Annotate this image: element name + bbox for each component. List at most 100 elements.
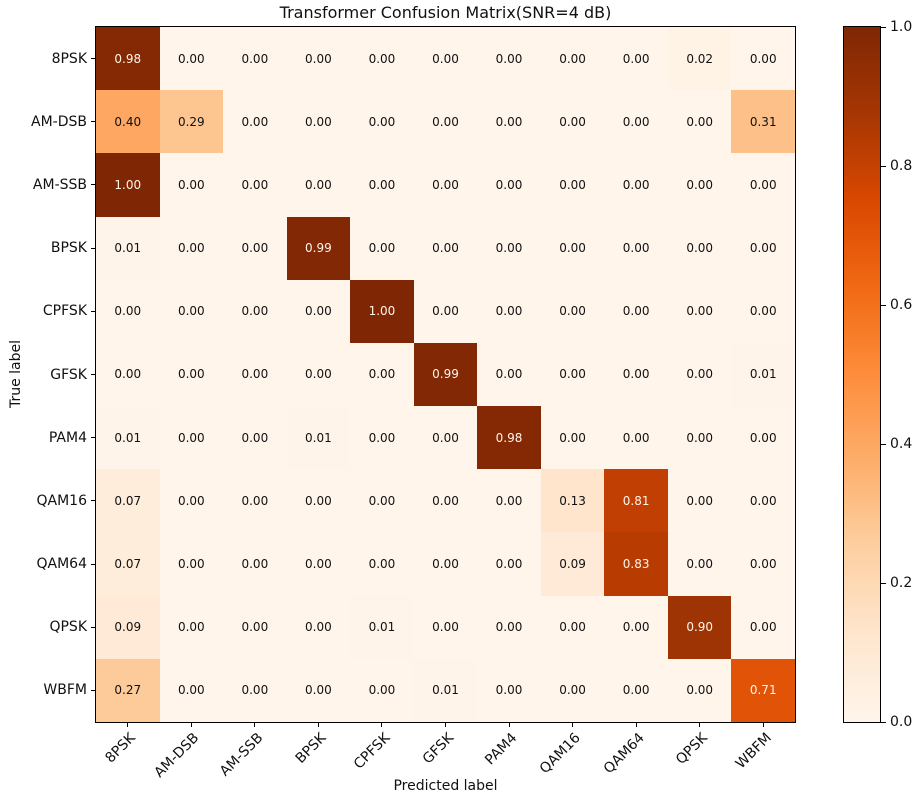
x-tick-mark <box>699 723 701 727</box>
matrix-cell-AM-DSB-AM-DSB: 0.29 <box>159 90 224 154</box>
matrix-cell-BPSK-BPSK: 0.99 <box>286 216 351 280</box>
x-tick-mark <box>317 723 319 727</box>
x-tick-mark <box>127 723 129 727</box>
matrix-cell-8PSK-BPSK: 0.00 <box>286 27 351 91</box>
colorbar <box>843 26 881 723</box>
matrix-cell-PAM4-8PSK: 0.01 <box>96 406 160 470</box>
heatmap-grid: 0.98 0.00 0.00 0.00 0.00 0.00 0.00 0.00 0.00 0.02… <box>95 26 796 723</box>
x-tick-label-text: 8PSK <box>102 730 140 767</box>
colorbar-tick-mark <box>881 443 886 445</box>
matrix-cell-QPSK-PAM4: 0.00 <box>477 595 541 659</box>
colorbar-tick-label-0.4: 0.4 <box>890 436 913 452</box>
matrix-cell-BPSK-AM-SSB: 0.00 <box>223 216 287 280</box>
y-tick-mark <box>91 626 95 628</box>
matrix-cell-AM-DSB-QPSK: 0.00 <box>667 90 732 154</box>
matrix-cell-GFSK-AM-DSB: 0.00 <box>159 342 224 407</box>
matrix-cell-QPSK-QAM64: 0.00 <box>604 595 668 659</box>
matrix-cell-QPSK-QPSK: 0.90 <box>667 595 732 659</box>
x-tick-label-text: QAM64 <box>600 730 648 778</box>
colorbar-tick-label-1.0: 1.0 <box>890 19 913 35</box>
matrix-cell-8PSK-QPSK: 0.02 <box>667 27 732 91</box>
matrix-cell-QPSK-8PSK: 0.09 <box>96 595 160 659</box>
matrix-cell-PAM4-QPSK: 0.00 <box>667 406 732 470</box>
matrix-cell-AM-SSB-WBFM: 0.00 <box>731 153 795 217</box>
matrix-cell-GFSK-BPSK: 0.00 <box>286 342 351 407</box>
matrix-cell-8PSK-CPFSK: 0.00 <box>350 27 414 91</box>
matrix-cell-QAM64-GFSK: 0.00 <box>413 532 478 596</box>
matrix-cell-AM-DSB-AM-SSB: 0.00 <box>223 90 287 154</box>
y-tick-mark <box>91 374 95 375</box>
matrix-cell-QAM16-8PSK: 0.07 <box>96 469 160 533</box>
x-tick-label-text: BPSK <box>292 730 330 767</box>
matrix-cell-QAM64-AM-DSB: 0.00 <box>159 532 224 596</box>
x-tick-label-text: QAM16 <box>536 730 584 778</box>
matrix-cell-CPFSK-AM-DSB: 0.00 <box>159 279 224 343</box>
colorbar-tick-mark <box>881 582 886 584</box>
matrix-cell-GFSK-QAM16: 0.00 <box>540 342 605 407</box>
matrix-cell-WBFM-QAM64: 0.00 <box>604 658 668 722</box>
matrix-cell-CPFSK-QAM64: 0.00 <box>604 279 668 343</box>
matrix-cell-WBFM-PAM4: 0.00 <box>477 658 541 722</box>
matrix-cell-PAM4-QAM64: 0.00 <box>604 406 668 470</box>
x-axis-title: Predicted label <box>393 778 498 794</box>
matrix-cell-GFSK-8PSK: 0.00 <box>96 342 160 407</box>
matrix-cell-AM-DSB-WBFM: 0.31 <box>731 90 795 154</box>
matrix-cell-PAM4-AM-SSB: 0.00 <box>223 406 287 470</box>
x-tick-mark <box>445 723 446 727</box>
matrix-cell-QAM16-BPSK: 0.00 <box>286 469 351 533</box>
matrix-cell-QAM64-PAM4: 0.00 <box>477 532 541 596</box>
matrix-cell-AM-DSB-QAM64: 0.00 <box>604 90 668 154</box>
matrix-cell-BPSK-AM-DSB: 0.00 <box>159 216 224 280</box>
matrix-cell-QAM64-QAM64: 0.83 <box>604 532 668 596</box>
y-tick-label-QAM16: QAM16 <box>36 492 88 509</box>
matrix-cell-AM-SSB-8PSK: 1.00 <box>96 153 160 217</box>
y-tick-label-8PSK: 8PSK <box>51 50 87 67</box>
x-tick-mark <box>190 723 192 727</box>
matrix-cell-AM-SSB-QPSK: 0.00 <box>667 153 732 217</box>
matrix-cell-CPFSK-WBFM: 0.00 <box>731 279 795 343</box>
y-tick-mark <box>91 310 95 312</box>
matrix-cell-PAM4-WBFM: 0.00 <box>731 406 795 470</box>
x-tick-label-text: GFSK <box>419 730 457 768</box>
matrix-cell-AM-DSB-8PSK: 0.40 <box>96 90 160 154</box>
matrix-cell-GFSK-PAM4: 0.00 <box>477 342 541 407</box>
x-tick-label-text: PAM4 <box>482 730 521 769</box>
x-tick-mark <box>254 723 256 727</box>
matrix-cell-QAM64-8PSK: 0.07 <box>96 532 160 596</box>
colorbar-tick-label-0.8: 0.8 <box>890 158 913 174</box>
x-tick-label-text: QPSK <box>673 730 711 768</box>
colorbar-tick-mark <box>881 165 886 167</box>
matrix-cell-AM-SSB-QAM64: 0.00 <box>604 153 668 217</box>
matrix-cell-8PSK-WBFM: 0.00 <box>731 27 795 91</box>
matrix-cell-QAM16-QAM16: 0.13 <box>540 469 605 533</box>
matrix-cell-WBFM-CPFSK: 0.00 <box>350 658 414 722</box>
y-tick-mark <box>91 437 95 439</box>
matrix-cell-QPSK-AM-DSB: 0.00 <box>159 595 224 659</box>
matrix-cell-WBFM-AM-SSB: 0.00 <box>223 658 287 722</box>
matrix-cell-QAM16-GFSK: 0.00 <box>413 469 478 533</box>
matrix-cell-GFSK-QAM64: 0.00 <box>604 342 668 407</box>
matrix-cell-AM-SSB-CPFSK: 0.00 <box>350 153 414 217</box>
chart-title: Transformer Confusion Matrix(SNR=4 dB) <box>279 3 612 22</box>
matrix-cell-AM-DSB-GFSK: 0.00 <box>413 90 478 154</box>
matrix-cell-8PSK-GFSK: 0.00 <box>413 27 478 91</box>
x-tick-label-text: AM-DSB <box>151 730 203 781</box>
matrix-cell-BPSK-CPFSK: 0.00 <box>350 216 414 280</box>
y-tick-mark <box>91 500 95 502</box>
y-tick-mark <box>91 58 95 60</box>
matrix-cell-BPSK-WBFM: 0.00 <box>731 216 795 280</box>
x-tick-mark <box>508 723 510 727</box>
matrix-cell-WBFM-GFSK: 0.01 <box>413 658 478 722</box>
matrix-cell-GFSK-AM-SSB: 0.00 <box>223 342 287 407</box>
matrix-cell-AM-SSB-GFSK: 0.00 <box>413 153 478 217</box>
colorbar-tick-label-0.2: 0.2 <box>890 575 913 591</box>
matrix-cell-AM-DSB-BPSK: 0.00 <box>286 90 351 154</box>
colorbar-tick-label-0.0: 0.0 <box>890 714 913 730</box>
matrix-cell-BPSK-QPSK: 0.00 <box>667 216 732 280</box>
colorbar-tick-mark <box>881 304 886 306</box>
matrix-cell-GFSK-WBFM: 0.01 <box>731 342 795 407</box>
matrix-cell-8PSK-QAM64: 0.00 <box>604 27 668 91</box>
y-tick-label-GFSK: GFSK <box>50 366 87 383</box>
matrix-cell-PAM4-GFSK: 0.00 <box>413 406 478 470</box>
matrix-cell-PAM4-AM-DSB: 0.00 <box>159 406 224 470</box>
